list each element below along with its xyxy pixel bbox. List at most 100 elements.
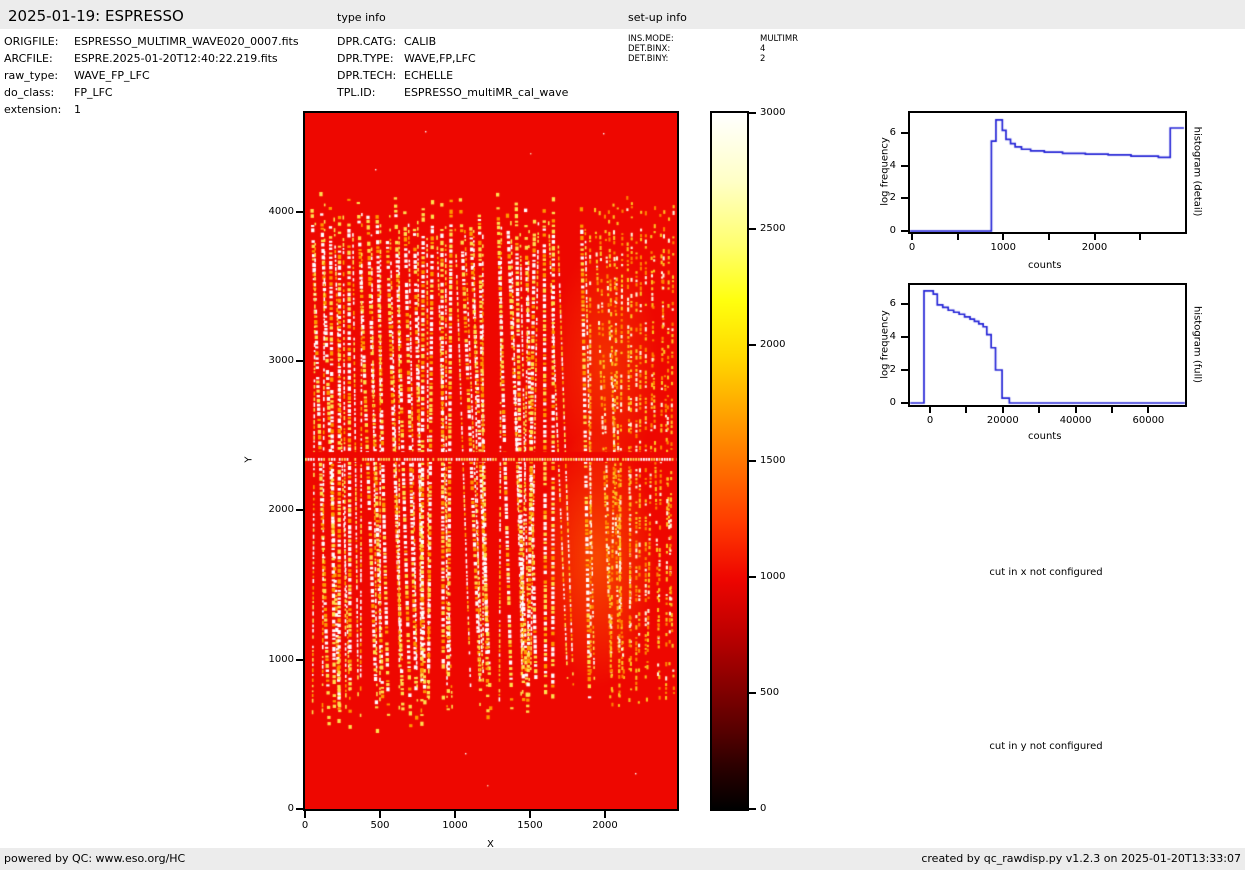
- tick-mark: [749, 808, 756, 810]
- raw-image-frame: [303, 111, 679, 811]
- cut-y-message: cut in y not configured: [989, 741, 1103, 752]
- page-title: 2025-01-19: ESPRESSO: [8, 7, 184, 25]
- tick-label: 1500: [517, 820, 543, 831]
- tick-mark: [529, 811, 531, 818]
- tick-mark: [901, 131, 908, 134]
- tpl-id-value: ESPRESSO_multiMR_cal_wave: [404, 86, 569, 99]
- dpr-type-label: DPR.TYPE:: [337, 52, 394, 65]
- tick-label: 20000: [986, 415, 1019, 426]
- doclass-value: FP_LFC: [74, 86, 113, 99]
- ins-mode-value: MULTIMR: [760, 34, 799, 44]
- header-band: [0, 0, 1245, 29]
- hist-detail-right-label: histogram (detail): [1191, 126, 1203, 217]
- ins-mode-label: INS.MODE:: [628, 34, 674, 44]
- tick-label: 40000: [1059, 415, 1092, 426]
- tick-mark: [1147, 407, 1150, 413]
- tick-mark: [296, 808, 305, 810]
- det-binx-label: DET.BINX:: [628, 44, 671, 54]
- tick-mark: [901, 369, 908, 371]
- tick-label: 4000: [268, 205, 294, 217]
- main-xaxis-label: X: [487, 839, 494, 850]
- tick-mark: [296, 359, 305, 362]
- tick-label: 500: [370, 820, 390, 831]
- histogram-detail-frame: [908, 111, 1187, 234]
- tick-mark: [296, 658, 305, 661]
- tick-label: 4: [889, 331, 896, 342]
- tick-label: 0: [908, 242, 916, 253]
- tick-label: 0: [889, 397, 896, 408]
- dpr-type-value: WAVE,FP,LFC: [404, 52, 476, 65]
- tick-mark: [749, 228, 756, 230]
- rawtype-label: raw_type:: [4, 69, 59, 82]
- tick-mark: [454, 811, 456, 818]
- tick-label: 1000: [760, 571, 786, 582]
- arcfile-value: ESPRE.2025-01-20T12:40:22.219.fits: [74, 52, 278, 65]
- tick-mark: [1093, 234, 1096, 240]
- tick-label: 0: [287, 803, 294, 814]
- tick-label: 2: [889, 364, 896, 375]
- main-yaxis-label: Y: [243, 456, 255, 463]
- tick-label: 500: [760, 687, 780, 698]
- tpl-id-label: TPL.ID:: [337, 86, 376, 99]
- dpr-tech-label: DPR.TECH:: [337, 69, 397, 82]
- tick-label: 6: [889, 298, 896, 309]
- tick-label: 0: [889, 225, 896, 236]
- extension-label: extension:: [4, 103, 62, 116]
- dpr-catg-value: CALIB: [404, 35, 437, 48]
- tick-mark: [379, 811, 381, 818]
- tick-mark: [304, 811, 306, 818]
- tick-mark: [1139, 234, 1142, 240]
- tick-mark: [901, 336, 908, 338]
- hist-detail-xlabel: counts: [1028, 260, 1062, 271]
- footer-left-text: powered by QC: www.eso.org/HC: [4, 852, 186, 865]
- hist-full-right-label: histogram (full): [1191, 305, 1203, 384]
- extension-value: 1: [74, 103, 81, 116]
- origfile-value: ESPRESSO_MULTIMR_WAVE020_0007.fits: [74, 35, 299, 48]
- histogram-full-canvas: [910, 285, 1185, 405]
- tick-mark: [749, 460, 756, 462]
- tick-mark: [1074, 407, 1077, 413]
- dpr-tech-value: ECHELLE: [404, 69, 454, 82]
- tick-mark: [1038, 407, 1041, 413]
- tick-label: 2: [889, 192, 896, 204]
- tick-mark: [901, 164, 908, 167]
- histogram-full-frame: [908, 283, 1187, 407]
- doclass-label: do_class:: [4, 86, 55, 99]
- tick-mark: [296, 509, 305, 512]
- rawtype-value: WAVE_FP_LFC: [74, 69, 150, 82]
- dpr-catg-label: DPR.CATG:: [337, 35, 397, 48]
- footer-right-text: created by qc_rawdisp.py v1.2.3 on 2025-…: [921, 852, 1241, 865]
- tick-mark: [965, 407, 968, 413]
- tick-label: 2000: [592, 820, 618, 831]
- tick-mark: [901, 303, 908, 305]
- tick-mark: [749, 576, 756, 578]
- tick-label: 1000: [990, 242, 1016, 253]
- origfile-label: ORIGFILE:: [4, 35, 59, 48]
- tick-label: 1500: [760, 455, 786, 466]
- setup-info-caption: set-up info: [628, 11, 687, 24]
- tick-mark: [604, 811, 606, 818]
- tick-mark: [901, 197, 908, 200]
- arcfile-label: ARCFILE:: [4, 52, 53, 65]
- hist-full-xlabel: counts: [1028, 431, 1062, 442]
- tick-label: 3000: [760, 107, 786, 118]
- tick-label: 2500: [760, 223, 786, 234]
- tick-label: 60000: [1132, 415, 1165, 426]
- tick-label: 2000: [760, 339, 786, 350]
- colorbar-frame: [710, 111, 749, 811]
- tick-label: 1000: [442, 820, 468, 831]
- tick-mark: [749, 112, 756, 114]
- det-binx-value: 4: [760, 44, 766, 54]
- tick-mark: [911, 234, 913, 240]
- tick-label: 6: [889, 126, 896, 138]
- tick-label: 2000: [268, 504, 294, 516]
- tick-mark: [1002, 234, 1005, 240]
- tick-mark: [749, 344, 756, 346]
- tick-label: 2000: [1081, 242, 1108, 253]
- cut-x-message: cut in x not configured: [989, 567, 1103, 578]
- raw-image-canvas: [305, 113, 677, 809]
- tick-mark: [901, 402, 908, 404]
- tick-label: 1000: [268, 653, 294, 665]
- footer-band: [0, 848, 1245, 870]
